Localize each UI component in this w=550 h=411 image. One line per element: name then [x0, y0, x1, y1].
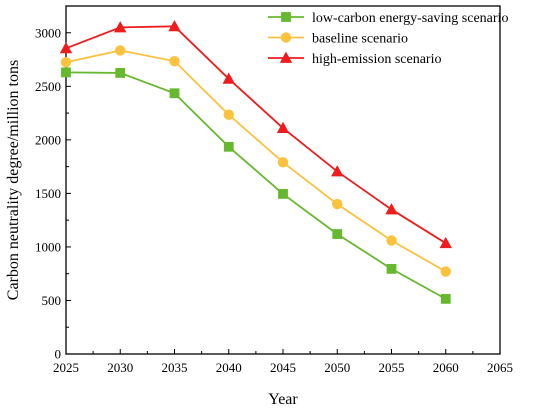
- y-tick-label: 0: [55, 347, 62, 362]
- series-line: [65, 25, 447, 244]
- y-tick-label: 1000: [35, 239, 61, 254]
- series-layer: [59, 20, 452, 304]
- data-point: [114, 21, 127, 33]
- data-point: [61, 67, 71, 78]
- y-tick-label: 1500: [35, 186, 61, 201]
- data-point: [276, 121, 290, 133]
- series-line: [65, 49, 447, 273]
- data-point: [60, 57, 72, 68]
- legend-label: high-emission scenario: [312, 52, 441, 67]
- legend-swatch-marker: [279, 51, 293, 63]
- x-axis-title: Year: [268, 391, 298, 408]
- y-tick-label: 2000: [35, 132, 61, 147]
- x-tick-label: 2055: [379, 360, 405, 375]
- data-point: [169, 88, 180, 99]
- x-tick-label: 2035: [162, 360, 188, 375]
- series-1: [60, 45, 451, 277]
- data-point: [386, 235, 397, 246]
- data-point: [222, 72, 235, 84]
- data-point: [277, 157, 289, 168]
- legend-swatch-marker: [281, 12, 291, 22]
- y-tick-label: 2500: [35, 79, 61, 94]
- series-2: [59, 20, 452, 249]
- y-tick-label: 500: [42, 293, 62, 308]
- data-point: [331, 165, 344, 177]
- legend-label: baseline scenario: [312, 32, 408, 47]
- data-point: [440, 293, 451, 304]
- y-axis-ticks: 0 500 1000 1500 2000 2500 3000: [35, 25, 71, 362]
- x-tick-label: 2065: [487, 360, 513, 375]
- legend-item: baseline scenario: [268, 32, 408, 47]
- legend-label: low-carbon energy-saving scenario: [312, 11, 508, 26]
- series-line: [65, 71, 447, 300]
- data-point: [168, 20, 181, 32]
- data-point: [223, 109, 234, 120]
- data-point: [223, 141, 234, 152]
- y-axis-title: Carbon neutrality degree/million tons: [5, 60, 22, 300]
- x-tick-label: 2045: [270, 360, 296, 375]
- legend-item: high-emission scenario: [268, 51, 441, 67]
- x-tick-label: 2050: [324, 360, 350, 375]
- data-point: [278, 189, 288, 199]
- data-point: [332, 198, 343, 210]
- data-point: [439, 236, 452, 249]
- legend-item: low-carbon energy-saving scenario: [268, 11, 508, 26]
- x-tick-label: 2060: [433, 360, 459, 375]
- legend: low-carbon energy-saving scenario baselin…: [268, 11, 508, 67]
- data-point: [115, 45, 126, 56]
- data-point: [115, 68, 126, 78]
- x-tick-label: 2040: [216, 360, 242, 375]
- y-tick-label: 3000: [35, 25, 61, 40]
- x-tick-label: 2025: [53, 360, 79, 375]
- data-point: [386, 263, 397, 274]
- data-point: [169, 55, 180, 67]
- data-point: [440, 266, 451, 277]
- legend-swatch-marker: [280, 32, 292, 43]
- series-0: [61, 67, 451, 304]
- x-axis-ticks: 2025 2030 2035 2040 2045 2050 2055 2060 2065: [53, 349, 513, 375]
- x-tick-label: 2030: [107, 360, 133, 375]
- data-point: [332, 229, 343, 239]
- data-point: [385, 203, 398, 215]
- data-point: [59, 41, 73, 54]
